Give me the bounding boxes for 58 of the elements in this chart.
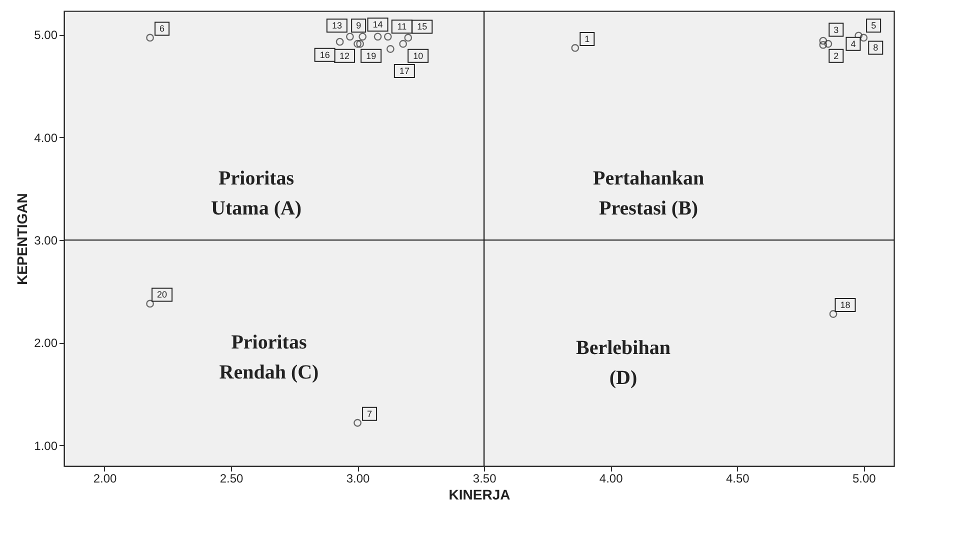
point [346, 32, 354, 41]
annotation: 10 [413, 50, 424, 61]
point [146, 34, 154, 42]
point [571, 44, 580, 52]
point [829, 310, 838, 318]
x-tick-label: 2.00 [93, 472, 117, 486]
annotation: 19 [366, 50, 376, 61]
y-tick-label: 2.00 [34, 336, 58, 350]
point [819, 40, 828, 49]
x-tick-label: 4.50 [726, 472, 750, 486]
y-tick-label: 3.00 [34, 234, 58, 248]
annotation: 6 [160, 24, 165, 34]
annotation: 18 [840, 300, 850, 310]
annotation: 17 [399, 66, 410, 76]
annotation: 7 [367, 408, 372, 419]
annotation: 12 [340, 50, 350, 61]
annotation: Prioritas Utama (A) [211, 167, 302, 220]
annotation: 9 [356, 20, 362, 31]
point [356, 40, 364, 48]
point [399, 40, 408, 48]
point [146, 300, 154, 308]
annotation: Pertahankan Prestasi (B) [592, 167, 704, 220]
annotation: 1 [584, 34, 590, 44]
point [819, 36, 828, 45]
point [384, 32, 392, 41]
point [336, 38, 344, 46]
annotation: 14 [372, 20, 383, 30]
x-tick-label: 4.00 [599, 472, 624, 486]
annotation: 4 [850, 38, 856, 49]
x-axis-title: KINERJA [448, 486, 510, 502]
annotation: 2 [834, 50, 839, 61]
x-tick-label: 3.00 [346, 472, 370, 486]
point [354, 418, 362, 427]
annotation: 5 [871, 20, 876, 31]
x-tick-label: 3.50 [472, 472, 497, 486]
x-tick-label: 2.50 [220, 472, 244, 486]
point [386, 45, 394, 53]
annotation: 16 [320, 50, 330, 60]
annotation: 20 [157, 290, 168, 300]
point [404, 34, 412, 42]
y-tick-label: 1.00 [34, 438, 58, 453]
annotation: 15 [417, 22, 428, 32]
y-tick-label: 5.00 [34, 28, 58, 42]
point [860, 34, 868, 42]
annotation: Prioritas Rendah (C) [219, 332, 319, 384]
y-axis-title: KEPENTIGAN [14, 193, 30, 285]
x-tick-label: 5.00 [852, 472, 876, 486]
annotation: 3 [834, 24, 839, 35]
point [374, 32, 382, 41]
annotation: Berlebihan (D) [576, 336, 670, 389]
point [354, 40, 362, 48]
y-tick-label: 4.00 [34, 130, 58, 145]
annotation: 13 [332, 20, 342, 31]
annotation: 8 [873, 42, 878, 53]
point [824, 40, 832, 48]
point [854, 32, 863, 40]
point [358, 32, 367, 41]
annotation: 11 [397, 22, 407, 32]
